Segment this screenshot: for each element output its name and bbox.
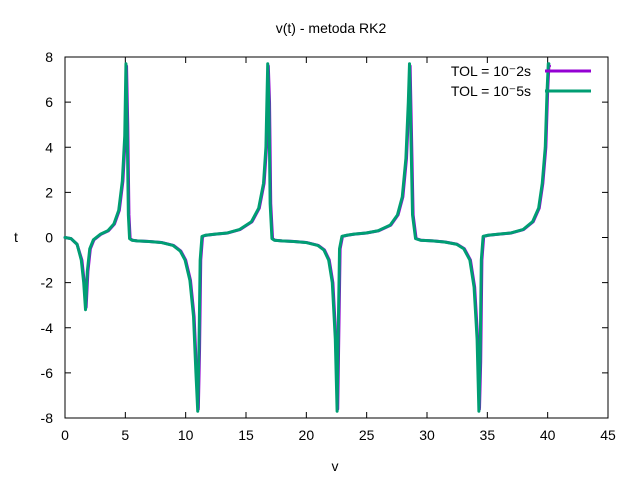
y-tick-label: -8 — [41, 410, 54, 426]
legend-label: TOL = 10⁻2s — [451, 63, 531, 79]
x-tick-label: 45 — [600, 427, 616, 443]
x-tick-label: 35 — [480, 427, 496, 443]
chart-title: v(t) - metoda RK2 — [276, 20, 387, 36]
x-tick-label: 25 — [359, 427, 375, 443]
legend: TOL = 10⁻2s TOL = 10⁻5s — [451, 63, 591, 99]
x-tick-label: 15 — [238, 427, 254, 443]
x-tick-label: 20 — [299, 427, 315, 443]
y-axis: -8 -6 -4 -2 0 2 4 6 8 — [41, 49, 608, 426]
y-tick-label: 4 — [45, 139, 53, 155]
x-axis-label: v — [332, 458, 339, 474]
x-tick-label: 40 — [540, 427, 556, 443]
x-tick-label: 5 — [121, 427, 129, 443]
y-tick-label: 6 — [45, 94, 53, 110]
y-tick-label: 0 — [45, 230, 53, 246]
x-tick-label: 30 — [419, 427, 435, 443]
x-tick-label: 10 — [178, 427, 194, 443]
y-tick-label: 8 — [45, 49, 53, 65]
y-axis-label: t — [14, 229, 18, 245]
y-tick-label: -6 — [41, 365, 54, 381]
y-tick-label: -2 — [41, 275, 54, 291]
x-tick-label: 0 — [61, 427, 69, 443]
legend-label: TOL = 10⁻5s — [451, 83, 531, 99]
x-axis: 0 5 10 15 20 25 30 35 40 45 — [61, 57, 616, 443]
series-line-1 — [63, 62, 551, 413]
y-tick-label: 2 — [45, 184, 53, 200]
plot-area — [63, 62, 551, 413]
y-tick-label: -4 — [41, 320, 54, 336]
